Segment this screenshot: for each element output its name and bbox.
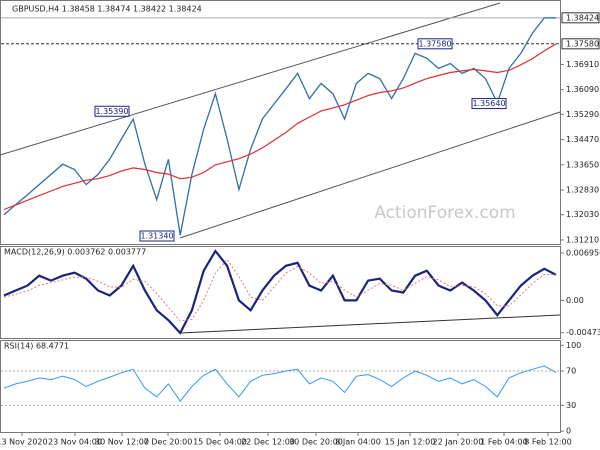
series-line [3,17,557,236]
annotation-label: 1.37580 [418,39,451,48]
macd-title: MACD(12,26,9) 0.003762 0.003777 [4,248,146,257]
series-line [3,258,557,322]
watermark: ActionForex.com [374,203,515,223]
channel-lower [179,111,561,239]
x-tick-label: 8 Feb 12:00 [524,438,571,447]
y-tick-label: 1.32830 [566,186,599,195]
annotation-label: 1.35640 [472,99,505,108]
x-tick-label: 15 Jan 12:00 [385,438,436,447]
price-title: GBPUSD,H4 1.38458 1.38474 1.38422 1.3842… [12,5,202,14]
series-line [3,365,557,402]
y-tick-label: 1.36090 [566,85,599,94]
annotation-box [139,230,175,242]
x-tick-label: 23 Nov 04:00 [48,438,102,447]
x-tick-label: 22 Jan 20:00 [433,438,484,447]
y-tick-label: 1.33650 [566,160,599,169]
rsi-panel [0,340,561,433]
price-level-box [561,12,600,24]
annotation-label: 1.31340 [140,231,173,240]
y-tick-label: -0.004736 [566,328,600,337]
series-line [3,43,557,211]
y-tick-label: 30 [566,401,576,410]
x-tick-label: 13 Nov 2020 [0,438,48,447]
x-tick-label: 8 Jan 04:00 [335,438,381,447]
x-tick-label: 7 Dec 20:00 [144,438,193,447]
series-line [3,249,557,335]
macd-trendline [179,314,561,334]
y-tick-label: 0.00 [566,296,584,305]
y-tick-label: 0.006956 [566,248,600,257]
annotation-label: 1.35390 [95,107,128,116]
y-tick-label: 1.31210 [566,235,599,244]
channel-upper [0,2,501,156]
x-tick-label: 22 Dec 12:00 [241,438,295,447]
rsi-title: RSI(14) 68.4771 [4,342,69,351]
y-tick-label: 70 [566,367,576,376]
y-tick-label: 1.34470 [566,135,599,144]
y-tick-label: 100 [566,341,581,350]
y-tick-label: 1.36910 [566,60,599,69]
y-tick-label: 1.35290 [566,110,599,119]
x-tick-label: 15 Dec 04:00 [193,438,247,447]
y-tick-label: 1.32030 [566,210,599,219]
price-level-box [561,38,600,50]
x-tick-label: 30 Dec 20:00 [289,438,343,447]
price-level-label: 1.37580 [566,39,599,48]
annotation-box [94,105,130,117]
x-tick-label: 1 Feb 04:00 [480,438,527,447]
x-tick-label: 30 Nov 12:00 [95,438,149,447]
price-panel [0,0,561,245]
y-tick-label: 0 [566,427,571,436]
macd-panel [0,246,561,339]
annotation-box [471,98,507,110]
annotation-box [417,38,453,50]
price-level-label: 1.38424 [566,13,599,22]
